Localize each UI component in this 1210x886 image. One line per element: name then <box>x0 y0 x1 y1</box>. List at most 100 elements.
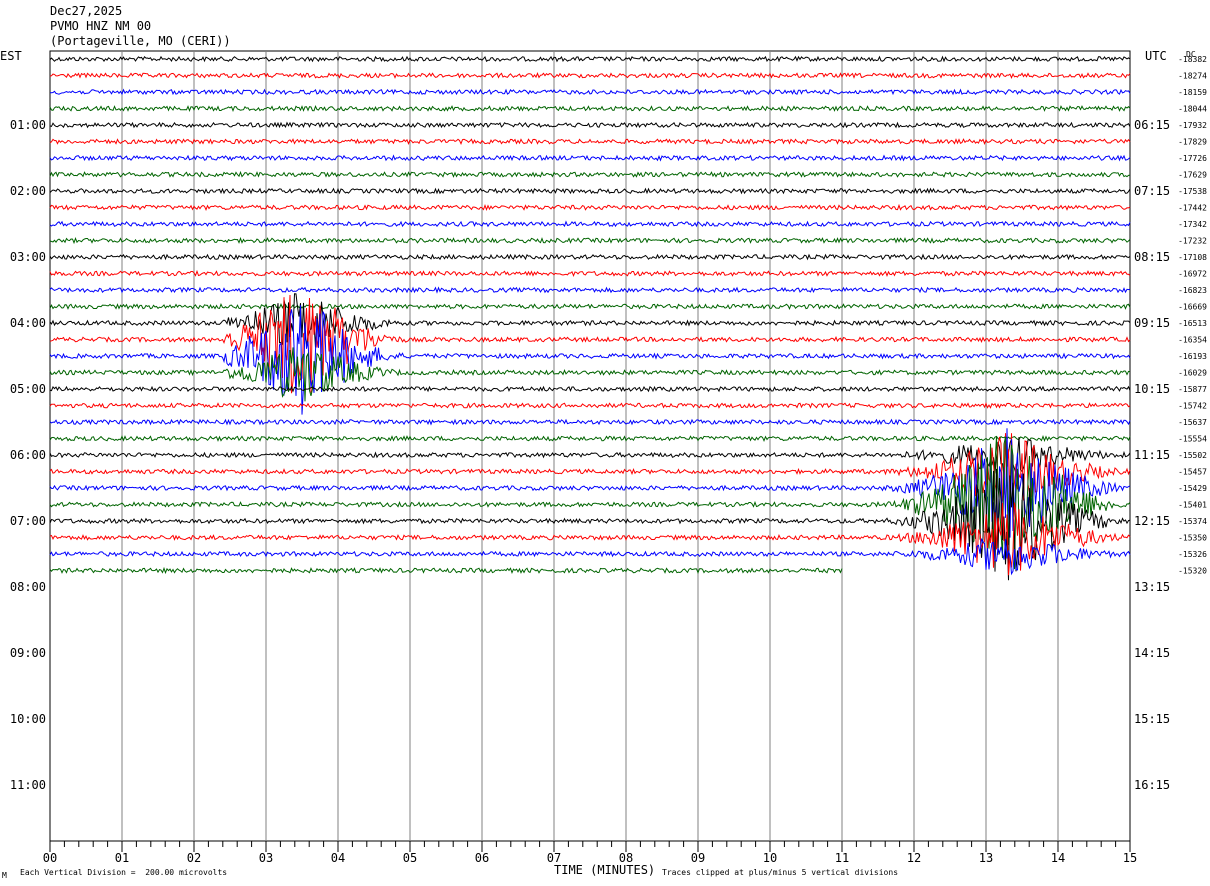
dc-offset-label: -17232 <box>1178 237 1207 246</box>
utc-axis-title: UTC <box>1145 49 1167 63</box>
utc-hour-label: 06:15 <box>1134 118 1170 132</box>
x-tick-label: 10 <box>763 851 777 865</box>
trace-line <box>49 428 1131 542</box>
dc-offset-label: -18382 <box>1178 55 1207 64</box>
est-hour-label: 10:00 <box>10 712 46 726</box>
utc-hour-label: 10:15 <box>1134 382 1170 396</box>
trace-line <box>49 121 1131 129</box>
x-tick-label: 09 <box>691 851 705 865</box>
est-hour-label: 02:00 <box>10 184 46 198</box>
dc-offset-label: -15554 <box>1178 435 1207 444</box>
dc-offset-label: -15637 <box>1178 418 1207 427</box>
station-label: PVMO HNZ NM 00 <box>50 19 152 33</box>
trace-line <box>49 138 1131 145</box>
utc-hour-label: 09:15 <box>1134 316 1170 330</box>
trace-line <box>49 347 1131 402</box>
dc-offset-label: -17829 <box>1178 138 1207 147</box>
dc-offset-label: -17932 <box>1178 121 1207 130</box>
dc-offset-label: -17442 <box>1178 204 1207 213</box>
est-hour-label: 07:00 <box>10 514 46 528</box>
est-hour-label: 09:00 <box>10 646 46 660</box>
dc-offset-label: -15320 <box>1178 567 1207 576</box>
dc-offset-label: -16029 <box>1178 369 1207 378</box>
x-tick-label: 07 <box>547 851 561 865</box>
trace-line <box>49 433 1131 502</box>
est-hour-label: 06:00 <box>10 448 46 462</box>
x-tick-label: 12 <box>907 851 921 865</box>
trace-line <box>49 72 1131 79</box>
trace-line <box>49 294 1131 394</box>
trace-line <box>49 537 1131 576</box>
utc-hour-label: 13:15 <box>1134 580 1170 594</box>
trace-line <box>49 253 1131 261</box>
trace-line <box>49 286 1131 294</box>
dc-offset-label: -16823 <box>1178 286 1207 295</box>
dc-offset-label: -16972 <box>1178 270 1207 279</box>
trace-line <box>49 566 843 575</box>
x-tick-label: 14 <box>1051 851 1065 865</box>
x-tick-label: 05 <box>403 851 417 865</box>
trace-line <box>49 104 1131 113</box>
utc-hour-label: 07:15 <box>1134 184 1170 198</box>
trace-line <box>49 293 1131 348</box>
trace-line <box>49 170 1131 178</box>
trace-line <box>49 436 1131 570</box>
trace-line <box>49 402 1131 409</box>
x-tick-label: 04 <box>331 851 345 865</box>
dc-offset-label: -15374 <box>1178 517 1207 526</box>
dc-offset-label: -17726 <box>1178 154 1207 163</box>
date-label: Dec27,2025 <box>50 4 123 18</box>
dc-offset-label: -15457 <box>1178 468 1207 477</box>
x-tick-label: 02 <box>187 851 201 865</box>
est-axis-title: EST <box>0 49 22 63</box>
utc-hour-label: 11:15 <box>1134 448 1170 462</box>
x-tick-label: 06 <box>475 851 489 865</box>
x-tick-label: 08 <box>619 851 633 865</box>
est-hour-label: 01:00 <box>10 118 46 132</box>
dc-offset-label: -18159 <box>1178 88 1207 97</box>
utc-hour-label: 14:15 <box>1134 646 1170 660</box>
dc-offset-label: -18044 <box>1178 105 1207 114</box>
plot-frame <box>49 50 1131 842</box>
est-hour-label: 03:00 <box>10 250 46 264</box>
est-hour-label: 11:00 <box>10 778 46 792</box>
dc-offset-label: -17538 <box>1178 187 1207 196</box>
trace-line <box>49 203 1131 212</box>
utc-hour-label: 08:15 <box>1134 250 1170 264</box>
utc-hour-label: 12:15 <box>1134 514 1170 528</box>
est-hour-label: 04:00 <box>10 316 46 330</box>
trace-line <box>49 305 1131 415</box>
dc-label: DC <box>1186 50 1196 59</box>
trace-line <box>49 436 1131 476</box>
trace-line <box>49 502 1131 576</box>
trace-line <box>49 236 1131 245</box>
x-tick-label: 13 <box>979 851 993 865</box>
est-hour-label: 05:00 <box>10 382 46 396</box>
x-tick-label: 11 <box>835 851 849 865</box>
trace-line <box>49 187 1131 195</box>
utc-hour-label: 15:15 <box>1134 712 1170 726</box>
dc-offset-label: -17629 <box>1178 171 1207 180</box>
x-tick-label: 03 <box>259 851 273 865</box>
x-tick-label: 01 <box>115 851 129 865</box>
dc-offset-label: -15742 <box>1178 402 1207 411</box>
dc-offset-label: -16513 <box>1178 319 1207 328</box>
utc-hour-label: 16:15 <box>1134 778 1170 792</box>
dc-offset-label: -16354 <box>1178 336 1207 345</box>
dc-offset-label: -15350 <box>1178 534 1207 543</box>
x-tick-label: 00 <box>43 851 57 865</box>
trace-line <box>49 55 1131 63</box>
dc-offset-label: -18274 <box>1178 72 1207 81</box>
est-hour-label: 08:00 <box>10 580 46 594</box>
trace-line <box>49 154 1131 162</box>
trace-line <box>49 269 1131 278</box>
scale-note: Each Vertical Division = 200.00 microvol… <box>20 868 228 877</box>
x-axis-title: TIME (MINUTES) <box>554 863 656 877</box>
trace-line <box>49 418 1131 426</box>
trace-line <box>49 435 1131 443</box>
trace-line <box>49 303 1131 310</box>
clip-note: Traces clipped at plus/minus 5 vertical … <box>662 868 899 877</box>
dc-offset-label: -16193 <box>1178 352 1207 361</box>
dc-offset-label: -17342 <box>1178 220 1207 229</box>
